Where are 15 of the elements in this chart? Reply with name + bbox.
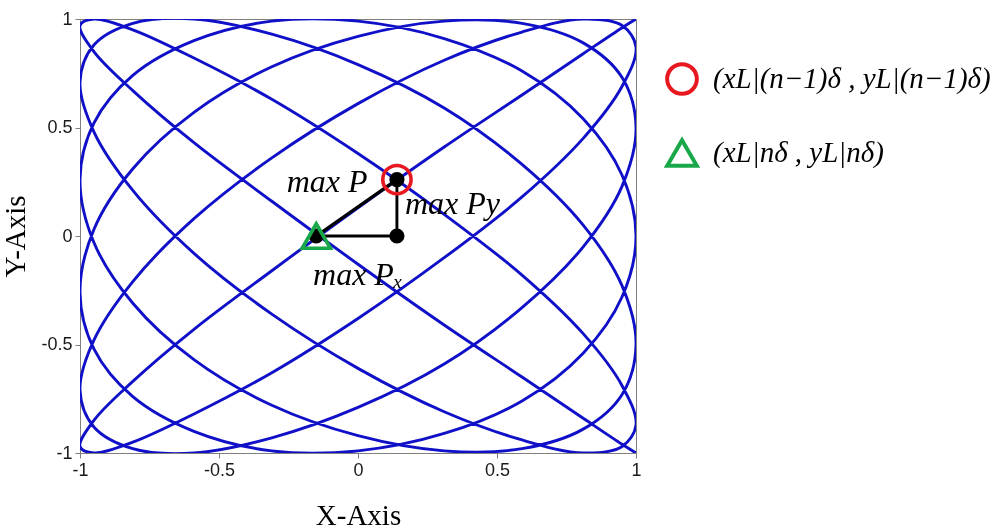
y-axis-title: Y-Axis [0, 195, 32, 278]
y-tick-label: -1 [56, 442, 73, 463]
y-tick-label: 1 [62, 8, 73, 29]
legend-label: (xL|nδ , yL|nδ) [713, 136, 884, 169]
y-tick-label: -0.5 [41, 334, 73, 354]
x-tick-label: 1 [631, 459, 642, 480]
legend-label: (xL|(n−1)δ , yL|(n−1)δ) [713, 62, 991, 95]
annotation: max Pₓ [313, 256, 403, 292]
x-tick-label: 0.5 [484, 459, 511, 480]
x-axis-title: X-Axis [315, 498, 402, 529]
x-tick-label: -0.5 [203, 459, 236, 480]
y-tick-label: 0.5 [47, 117, 73, 137]
annotation: max P [286, 163, 368, 200]
x-tick-label: 0 [353, 459, 364, 480]
y-tick-label: 0 [62, 225, 73, 246]
